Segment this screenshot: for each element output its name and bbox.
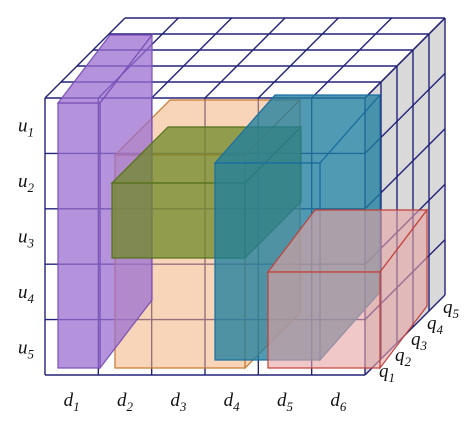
column-label-index: 3 <box>179 399 187 414</box>
column-label-letter: d <box>64 390 74 411</box>
grid-line <box>204 17 286 99</box>
grid-line <box>364 17 446 99</box>
row-label-letter: u <box>18 282 28 303</box>
row-label: u3 <box>18 227 35 251</box>
column-label-index: 4 <box>233 399 240 414</box>
depth-label: q2 <box>395 345 412 369</box>
depth-label-index: 5 <box>453 306 460 321</box>
row-label-index: 1 <box>28 125 35 140</box>
depth-label-letter: q <box>379 361 389 382</box>
column-label: d2 <box>117 390 134 414</box>
purple-box-front <box>57 102 101 369</box>
column-label: d3 <box>170 390 187 414</box>
pink-box-front <box>267 271 381 369</box>
column-label-letter: d <box>330 390 340 411</box>
row-label: u5 <box>18 337 35 361</box>
depth-label-letter: q <box>411 329 421 350</box>
row-label-index: 4 <box>28 291 35 306</box>
column-label: d5 <box>277 390 294 414</box>
column-label-index: 2 <box>127 399 134 414</box>
column-label-index: 6 <box>340 399 347 414</box>
depth-label-index: 4 <box>437 322 444 337</box>
depth-label-letter: q <box>443 297 453 318</box>
depth-label: q3 <box>411 329 428 353</box>
boxes <box>56 33 429 370</box>
pink-box <box>266 208 429 370</box>
column-label-letter: d <box>277 390 287 411</box>
grid-line <box>257 17 339 99</box>
column-label: d1 <box>64 390 80 414</box>
row-label-letter: u <box>18 116 28 137</box>
row-label: u2 <box>18 171 35 195</box>
row-label-letter: u <box>18 337 28 358</box>
column-label-letter: d <box>224 390 234 411</box>
column-label-letter: d <box>170 390 180 411</box>
grid-line <box>151 17 233 99</box>
depth-label-index: 3 <box>420 338 428 353</box>
column-label: d4 <box>224 390 241 414</box>
depth-label-index: 1 <box>389 370 396 385</box>
row-label: u4 <box>18 282 35 306</box>
depth-label: q1 <box>379 361 395 385</box>
row-label-letter: u <box>18 227 28 248</box>
column-label-index: 1 <box>73 399 80 414</box>
row-label-index: 3 <box>27 236 35 251</box>
column-label-index: 5 <box>287 399 294 414</box>
depth-label: q5 <box>443 297 460 321</box>
depth-label-letter: q <box>427 313 437 334</box>
depth-label-letter: q <box>395 345 405 366</box>
row-label-index: 5 <box>28 346 35 361</box>
column-label: d6 <box>330 390 347 414</box>
column-label-letter: d <box>117 390 127 411</box>
row-label: u1 <box>18 116 34 140</box>
depth-label-index: 2 <box>405 354 412 369</box>
row-label-index: 2 <box>28 180 35 195</box>
grid-line <box>44 17 126 99</box>
grid-line <box>311 17 393 99</box>
depth-label: q4 <box>427 313 444 337</box>
row-label-letter: u <box>18 171 28 192</box>
